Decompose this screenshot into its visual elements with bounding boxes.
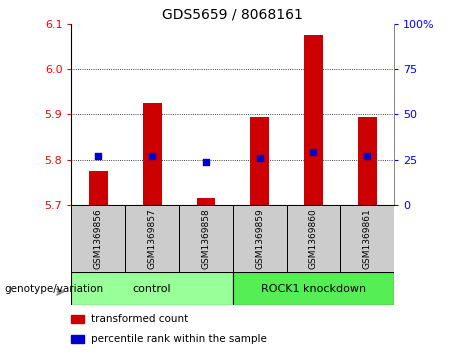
Text: ROCK1 knockdown: ROCK1 knockdown <box>261 284 366 294</box>
Point <box>95 153 102 159</box>
Point <box>202 159 210 164</box>
Text: GSM1369856: GSM1369856 <box>94 208 103 269</box>
Text: control: control <box>133 284 171 294</box>
Bar <box>233 272 394 305</box>
Text: GSM1369861: GSM1369861 <box>363 208 372 269</box>
Bar <box>179 205 233 272</box>
Bar <box>304 35 323 205</box>
Title: GDS5659 / 8068161: GDS5659 / 8068161 <box>162 7 303 21</box>
Bar <box>250 117 269 205</box>
Text: GSM1369859: GSM1369859 <box>255 208 264 269</box>
Bar <box>89 171 108 205</box>
Text: transformed count: transformed count <box>91 314 189 325</box>
Text: GSM1369858: GSM1369858 <box>201 208 210 269</box>
Bar <box>233 205 287 272</box>
Point <box>148 153 156 159</box>
Bar <box>358 117 377 205</box>
Point <box>364 153 371 159</box>
Text: percentile rank within the sample: percentile rank within the sample <box>91 334 267 344</box>
Bar <box>71 205 125 272</box>
Bar <box>340 205 394 272</box>
Bar <box>125 205 179 272</box>
Bar <box>287 205 340 272</box>
Bar <box>143 103 161 205</box>
Point <box>310 150 317 155</box>
Text: GSM1369857: GSM1369857 <box>148 208 157 269</box>
Bar <box>71 272 233 305</box>
Text: GSM1369860: GSM1369860 <box>309 208 318 269</box>
Text: genotype/variation: genotype/variation <box>5 284 104 294</box>
Bar <box>196 198 215 205</box>
Point <box>256 155 263 161</box>
